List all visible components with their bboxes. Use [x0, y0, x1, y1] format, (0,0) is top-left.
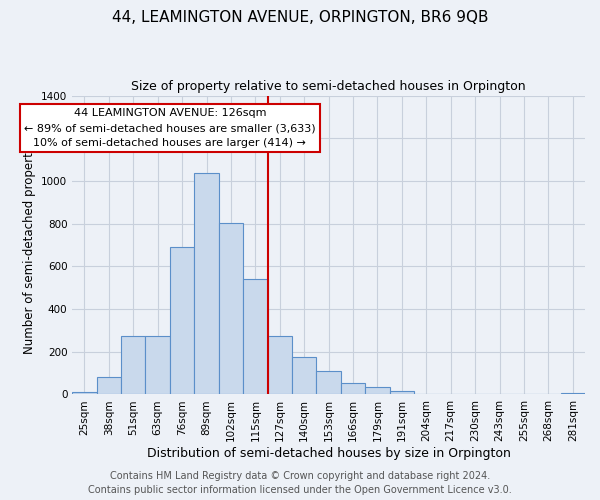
Bar — [194, 174, 219, 394]
Bar — [72, 392, 97, 394]
X-axis label: Distribution of semi-detached houses by size in Orpington: Distribution of semi-detached houses by … — [146, 447, 511, 460]
Y-axis label: Number of semi-detached properties: Number of semi-detached properties — [23, 136, 35, 354]
Bar — [170, 247, 194, 394]
Bar — [97, 378, 121, 394]
Text: Contains HM Land Registry data © Crown copyright and database right 2024.
Contai: Contains HM Land Registry data © Crown c… — [88, 471, 512, 495]
Bar — [121, 336, 145, 394]
Bar — [316, 371, 341, 394]
Bar — [389, 392, 414, 394]
Bar — [243, 279, 268, 394]
Title: Size of property relative to semi-detached houses in Orpington: Size of property relative to semi-detach… — [131, 80, 526, 93]
Bar — [341, 382, 365, 394]
Bar — [268, 336, 292, 394]
Bar — [365, 387, 389, 394]
Bar — [292, 357, 316, 395]
Text: 44, LEAMINGTON AVENUE, ORPINGTON, BR6 9QB: 44, LEAMINGTON AVENUE, ORPINGTON, BR6 9Q… — [112, 10, 488, 25]
Bar — [145, 336, 170, 394]
Bar — [219, 222, 243, 394]
Text: 44 LEAMINGTON AVENUE: 126sqm  
← 89% of semi-detached houses are smaller (3,633): 44 LEAMINGTON AVENUE: 126sqm ← 89% of se… — [24, 108, 316, 148]
